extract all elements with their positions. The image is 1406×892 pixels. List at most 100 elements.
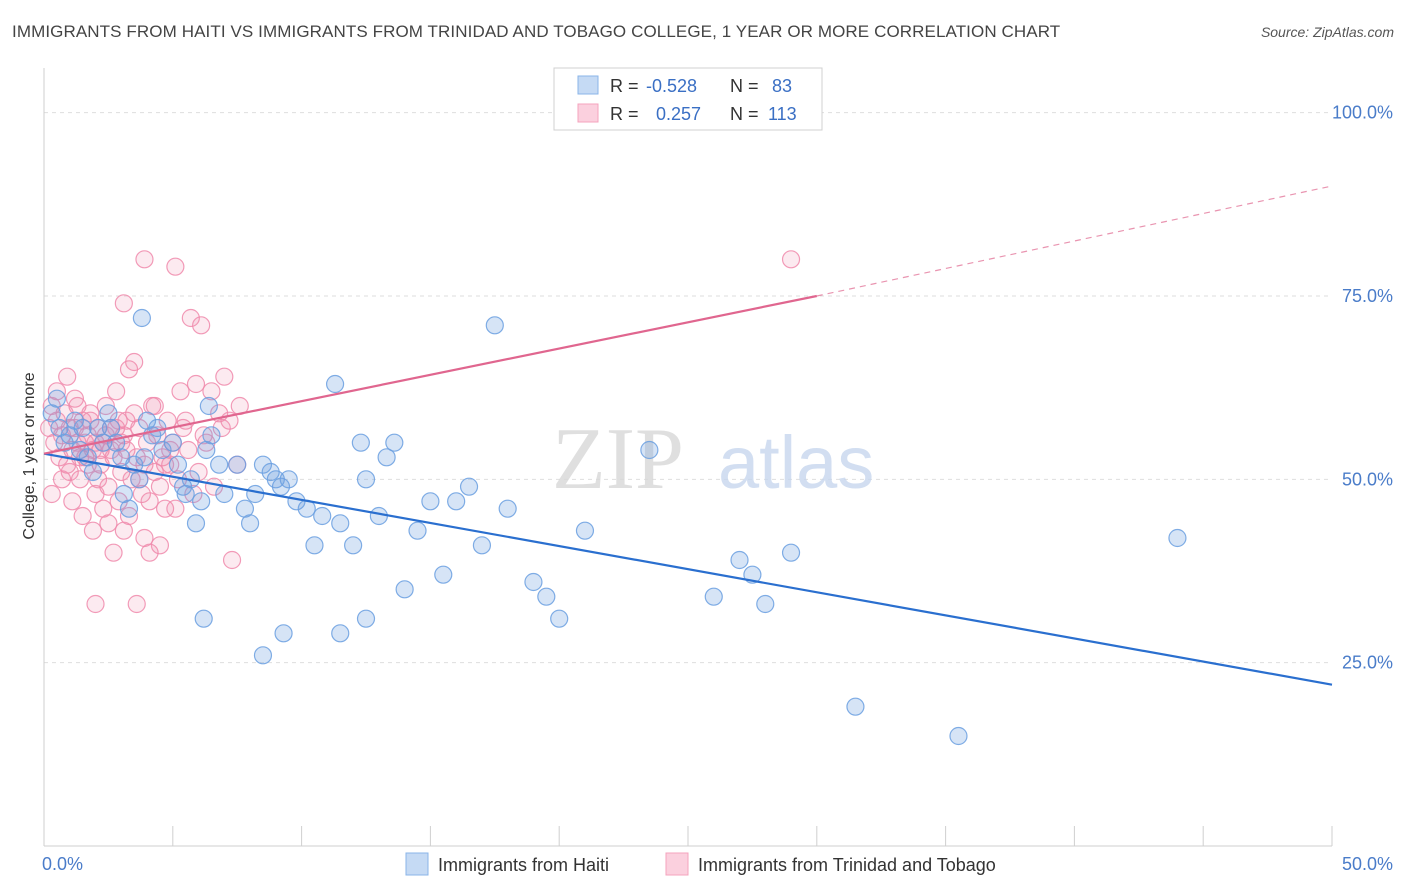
haiti-point-63 xyxy=(459,477,479,496)
haiti-point-35 xyxy=(210,455,229,474)
trinidad-point-66 xyxy=(73,506,92,526)
trinidad-point-55 xyxy=(202,382,221,401)
haiti-point-77 xyxy=(132,308,151,328)
legend-r-label-trinidad: R = xyxy=(610,104,639,124)
haiti-point-76 xyxy=(781,543,801,562)
haiti-point-84 xyxy=(949,726,968,746)
trinidad-point-68 xyxy=(83,521,103,540)
haiti-point-66 xyxy=(498,499,517,518)
haiti-point-5 xyxy=(65,411,85,430)
haiti-point-25 xyxy=(163,433,182,452)
trinidad-point-81 xyxy=(150,536,170,555)
haiti-point-60 xyxy=(421,492,440,511)
grid-lines xyxy=(44,112,1332,664)
haiti-point-55 xyxy=(369,506,388,526)
y-tick-label-1: 50.0% xyxy=(1342,469,1393,489)
haiti-point-78 xyxy=(194,609,213,628)
bottom-legend-label-haiti: Immigrants from Haiti xyxy=(438,855,609,875)
trinidad-point-72 xyxy=(104,543,123,562)
haiti-point-81 xyxy=(331,624,350,643)
trinidad-point-47 xyxy=(161,455,180,474)
haiti-point-71 xyxy=(640,440,659,460)
trinidad-point-45 xyxy=(155,499,175,518)
watermark-atlas: atlas xyxy=(718,421,874,504)
chart-title: IMMIGRANTS FROM HAITI VS IMMIGRANTS FROM… xyxy=(12,22,1061,41)
trinidad-point-74 xyxy=(114,521,133,540)
bottom-legend-swatch-haiti xyxy=(405,852,429,876)
trinidad-point-79 xyxy=(140,543,159,562)
trinidad-point-54 xyxy=(194,426,213,445)
haiti-point-20 xyxy=(135,448,154,467)
legend-n-label-haiti: N = xyxy=(730,76,759,96)
trinidad-point-92 xyxy=(212,418,231,438)
trinidad-point-22 xyxy=(96,396,115,416)
haiti-point-62 xyxy=(447,492,466,511)
y-tick-label-0: 25.0% xyxy=(1342,653,1393,673)
trinidad-trend-extension xyxy=(816,185,1333,297)
trinidad-point-51 xyxy=(179,440,198,460)
bottom-legend-label-trinidad: Immigrants from Trinidad and Tobago xyxy=(698,855,996,875)
trinidad-point-62 xyxy=(52,470,72,489)
haiti-point-45 xyxy=(279,470,298,489)
haiti-point-33 xyxy=(199,396,218,416)
legend-box xyxy=(553,67,823,131)
haiti-point-50 xyxy=(325,374,345,394)
legend-swatch-trinidad xyxy=(577,103,599,123)
haiti-point-80 xyxy=(274,624,293,643)
haiti-point-59 xyxy=(408,521,427,540)
haiti-point-53 xyxy=(351,433,370,452)
trinidad-point-26 xyxy=(107,382,126,401)
trinidad-point-43 xyxy=(150,477,170,496)
haiti-point-85 xyxy=(1168,528,1187,548)
trinidad-point-84 xyxy=(166,499,185,518)
haiti-trend-line xyxy=(43,452,1333,686)
trinidad-point-52 xyxy=(184,484,203,504)
trinidad-point-71 xyxy=(99,514,118,533)
legend-swatch-haiti xyxy=(577,75,599,95)
haiti-point-68 xyxy=(537,587,556,606)
trinidad-point-85 xyxy=(171,382,190,401)
haiti-point-83 xyxy=(846,697,865,716)
chart-source: Source: ZipAtlas.com xyxy=(1260,24,1394,40)
trinidad-point-76 xyxy=(125,352,144,372)
haiti-point-70 xyxy=(575,521,595,540)
trinidad-point-65 xyxy=(68,396,87,416)
trinidad-point-87 xyxy=(181,308,200,328)
haiti-point-23 xyxy=(148,418,167,438)
haiti-point-52 xyxy=(344,536,363,555)
trinidad-point-89 xyxy=(192,316,211,335)
trend-lines xyxy=(43,185,1333,686)
trinidad-point-44 xyxy=(153,448,172,467)
haiti-point-26 xyxy=(168,455,188,474)
haiti-point-56 xyxy=(377,448,396,467)
haiti-point-37 xyxy=(228,455,247,474)
trinidad-point-57 xyxy=(215,367,234,386)
trinidad-point-23 xyxy=(99,477,118,496)
trinidad-trend-line xyxy=(43,294,818,455)
trinidad-point-97 xyxy=(166,257,185,276)
y-tick-labels: 25.0% 50.0% 75.0% 100.0% xyxy=(1332,103,1393,673)
x-tick-marks xyxy=(43,826,1333,846)
legend-n-value-haiti: 83 xyxy=(772,76,792,96)
trinidad-point-93 xyxy=(222,550,242,570)
watermark: ZIP atlas xyxy=(552,411,874,508)
haiti-point-49 xyxy=(313,506,332,526)
y-tick-label-2: 75.0% xyxy=(1342,286,1393,306)
haiti-point-58 xyxy=(395,580,414,599)
haiti-point-65 xyxy=(485,316,504,335)
haiti-point-75 xyxy=(756,594,775,614)
haiti-point-73 xyxy=(730,550,749,570)
haiti-point-12 xyxy=(99,404,118,423)
haiti-point-69 xyxy=(550,609,569,628)
trinidad-point-98 xyxy=(86,594,105,614)
haiti-point-9 xyxy=(83,462,103,482)
haiti-point-48 xyxy=(305,536,324,555)
bottom-legend-swatch-trinidad xyxy=(665,852,689,876)
trinidad-point-95 xyxy=(114,294,133,313)
haiti-point-54 xyxy=(356,470,376,489)
legend-n-value-trinidad: 113 xyxy=(768,104,797,124)
haiti-point-82 xyxy=(356,609,376,628)
trinidad-point-34 xyxy=(127,448,146,467)
x-tick-label-max: 50.0% xyxy=(1342,854,1393,874)
